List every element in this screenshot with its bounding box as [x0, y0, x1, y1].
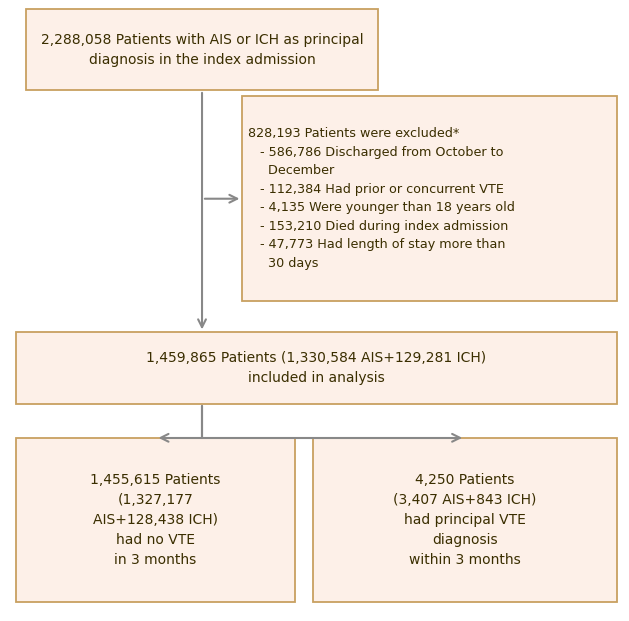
FancyBboxPatch shape	[242, 96, 616, 301]
Text: 828,193 Patients were excluded*
   - 586,786 Discharged from October to
     Dec: 828,193 Patients were excluded* - 586,78…	[248, 127, 515, 270]
FancyBboxPatch shape	[26, 9, 379, 90]
Text: 1,455,615 Patients
(1,327,177
AIS+128,438 ICH)
had no VTE
in 3 months: 1,455,615 Patients (1,327,177 AIS+128,43…	[91, 473, 221, 568]
FancyBboxPatch shape	[313, 438, 616, 602]
Text: 4,250 Patients
(3,407 AIS+843 ICH)
had principal VTE
diagnosis
within 3 months: 4,250 Patients (3,407 AIS+843 ICH) had p…	[393, 473, 537, 568]
FancyBboxPatch shape	[16, 438, 295, 602]
Text: 2,288,058 Patients with AIS or ICH as principal
diagnosis in the index admission: 2,288,058 Patients with AIS or ICH as pr…	[41, 33, 364, 66]
Text: 1,459,865 Patients (1,330,584 AIS+129,281 ICH)
included in analysis: 1,459,865 Patients (1,330,584 AIS+129,28…	[147, 351, 487, 385]
FancyBboxPatch shape	[16, 332, 616, 404]
